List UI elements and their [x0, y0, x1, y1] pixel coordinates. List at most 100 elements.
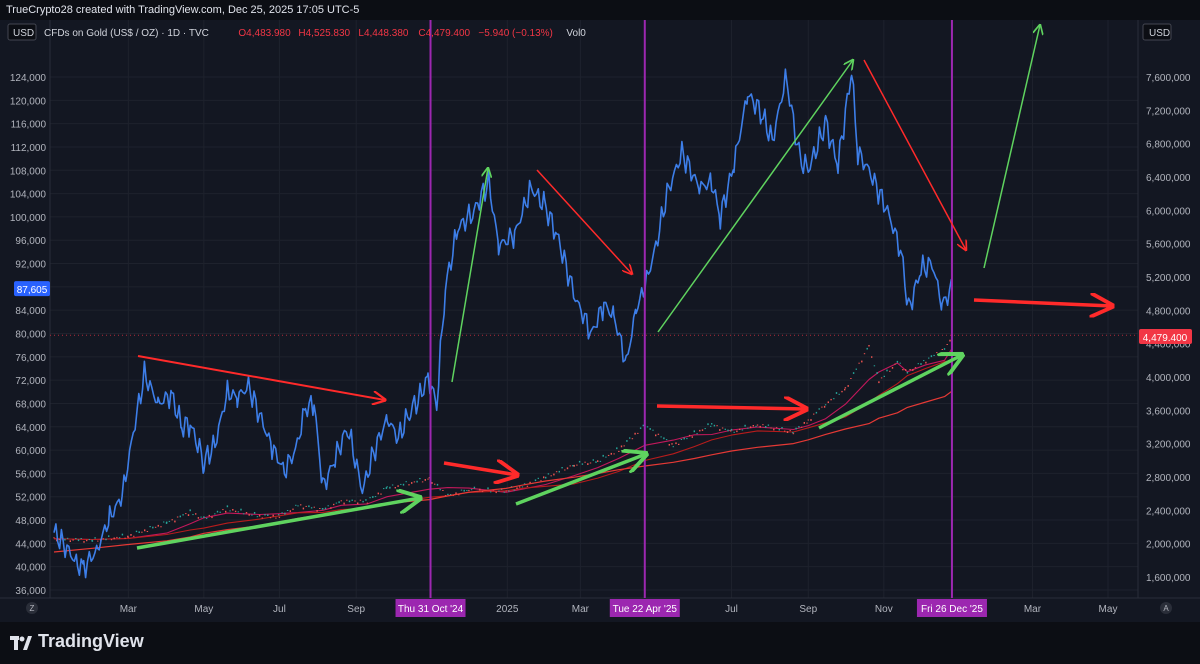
time-marker-tag — [395, 599, 466, 617]
gold-candle — [540, 480, 542, 482]
gold-candle — [205, 517, 208, 519]
gold-candle — [835, 392, 838, 394]
gold-candle — [597, 460, 599, 462]
ohlc-legend: CFDs on Gold (US$ / OZ) · 1D · TVC O4,483… — [44, 28, 586, 39]
right-axis-tick: 2,800,000 — [1146, 473, 1191, 484]
bitcoin-price-line — [53, 68, 953, 579]
gold-candle — [747, 427, 749, 429]
gold-candle — [94, 537, 96, 539]
gold-candle — [295, 504, 297, 506]
gold-candle — [765, 426, 767, 428]
time-marker-label: Fri 26 Dec '25 — [921, 604, 983, 615]
gold-candle — [436, 483, 439, 486]
gold-candle — [607, 454, 610, 456]
gold-candle — [397, 485, 399, 487]
right-axis-tick: 7,600,000 — [1146, 73, 1191, 84]
gold-candle — [357, 502, 359, 505]
annotation-green-arrow — [818, 355, 962, 430]
gold-candle — [827, 401, 829, 403]
gold-candle — [866, 347, 868, 350]
left-axis-tick: 64,000 — [15, 423, 46, 434]
gold-candle — [949, 339, 951, 342]
gold-candle — [513, 489, 515, 491]
gold-candle — [108, 535, 110, 537]
left-axis-tick: 56,000 — [15, 469, 46, 480]
gold-candle — [730, 428, 733, 431]
time-marker-tag — [609, 599, 680, 617]
gold-candle — [166, 521, 168, 524]
gold-candle — [680, 439, 683, 440]
gold-candle — [278, 516, 281, 518]
gold-candle — [566, 467, 569, 470]
gold-candle — [896, 360, 899, 363]
gold-candle — [479, 488, 481, 491]
left-axis-tick: 76,000 — [15, 353, 46, 364]
gold-candle — [704, 428, 706, 430]
gold-candle — [179, 515, 181, 518]
auto-scale-icon — [1160, 602, 1172, 614]
gold-candle — [97, 540, 99, 542]
gold-candle — [86, 539, 88, 542]
gold-candle — [941, 349, 943, 350]
gold-candle — [558, 470, 560, 473]
gold-candle — [883, 375, 885, 377]
left-axis-tick: 100,000 — [10, 213, 47, 224]
gold-candle — [135, 530, 138, 533]
gold-candle — [386, 486, 388, 488]
gold-candle — [91, 540, 94, 542]
right-axis-tick: 3,600,000 — [1146, 406, 1191, 417]
gold-candle — [203, 516, 205, 519]
legend-open: O4,483.980 — [238, 28, 291, 39]
gold-candle — [316, 510, 318, 512]
right-last-price-tag — [1139, 329, 1192, 345]
gold-candle — [402, 483, 405, 486]
right-axis-tick: 5,200,000 — [1146, 273, 1191, 284]
gold-candle — [447, 493, 449, 495]
gold-candle — [419, 478, 421, 480]
gold-candle — [313, 506, 315, 508]
gold-candle — [56, 539, 58, 542]
gold-candle — [626, 440, 628, 442]
gold-candle — [428, 477, 430, 479]
tradingview-logo-icon — [10, 633, 32, 651]
chart-canvas[interactable]: USD CFDs on Gold (US$ / OZ) · 1D · TVC O4,… — [0, 20, 1200, 622]
left-axis-tick: 48,000 — [15, 516, 46, 527]
gold-candle — [130, 534, 132, 536]
gold-candle — [547, 473, 550, 475]
gold-candle — [683, 437, 685, 440]
gold-candle — [553, 473, 555, 476]
gold-candle — [909, 369, 911, 370]
gold-candle — [66, 537, 69, 539]
gold-candle — [389, 486, 391, 489]
gold-candle — [595, 461, 597, 463]
gold-candle — [631, 438, 634, 440]
left-axis-tick: 108,000 — [10, 166, 47, 177]
gold-candle — [572, 465, 574, 467]
gold-candle — [523, 483, 526, 485]
time-axis-label: 2025 — [496, 604, 519, 615]
gold-candle — [616, 447, 618, 450]
gold-candle — [555, 471, 558, 473]
gold-candle — [324, 507, 327, 510]
gold-candle — [806, 422, 808, 424]
gold-candle — [920, 363, 922, 365]
gold-candle — [195, 513, 197, 515]
left-last-price-label: 87,605 — [17, 285, 48, 296]
gold-candle — [208, 514, 210, 517]
gold-candle — [232, 509, 234, 511]
chart-background — [0, 20, 1200, 622]
tradingview-logo[interactable]: TradingView — [10, 631, 144, 652]
gold-candle — [163, 521, 165, 523]
gold-candle — [284, 512, 286, 515]
gold-candle — [229, 510, 231, 512]
right-axis-tick: 7,200,000 — [1146, 106, 1191, 117]
gold-candle — [391, 484, 394, 486]
left-axis-tick: 60,000 — [15, 446, 46, 457]
gold-candle — [234, 510, 237, 513]
right-axis-tick: 6,000,000 — [1146, 206, 1191, 217]
gold-candle — [587, 463, 589, 465]
gold-candle — [943, 348, 946, 350]
time-axis-label: Nov — [875, 604, 893, 615]
gold-candle — [620, 445, 623, 448]
gold-candle — [305, 505, 307, 507]
